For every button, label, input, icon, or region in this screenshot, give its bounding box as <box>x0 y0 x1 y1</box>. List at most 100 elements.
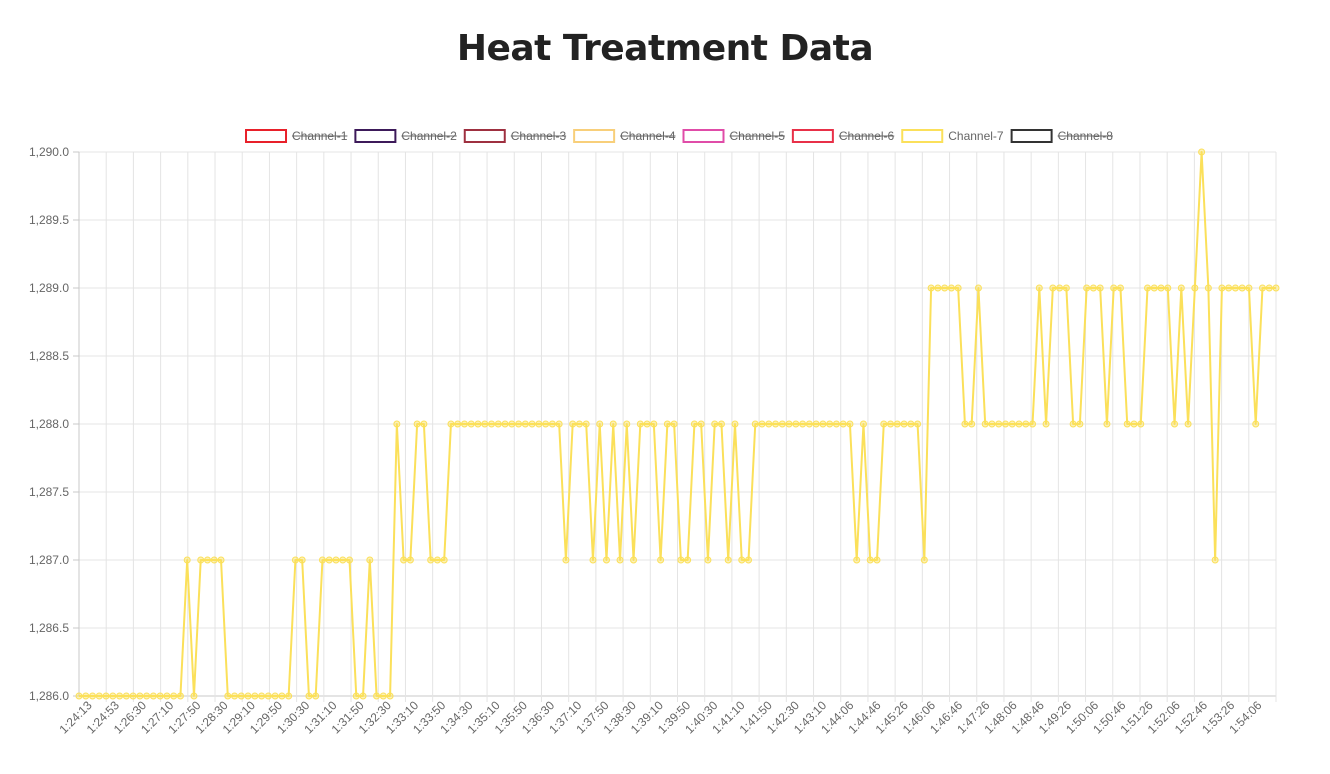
y-tick-label: 1,286.5 <box>29 621 69 635</box>
data-point <box>974 284 982 292</box>
legend-item[interactable]: Channel-8 <box>1010 129 1114 143</box>
chart-title: Heat Treatment Data <box>456 28 874 69</box>
data-point <box>291 556 299 564</box>
data-point <box>684 556 692 564</box>
data-point <box>122 692 130 700</box>
data-point <box>501 420 509 428</box>
legend-item[interactable]: Channel-1 <box>245 129 348 143</box>
legend-item[interactable]: Channel-4 <box>573 129 676 143</box>
data-point <box>116 692 124 700</box>
data-point <box>515 420 523 428</box>
data-point <box>400 556 408 564</box>
data-point <box>1022 420 1030 428</box>
data-point <box>630 556 638 564</box>
data-point <box>1258 284 1266 292</box>
legend-item[interactable]: Channel-2 <box>354 129 457 143</box>
data-point <box>1272 284 1280 292</box>
grid-lines <box>73 151 1277 702</box>
data-point <box>582 420 590 428</box>
data-point <box>386 692 394 700</box>
data-point <box>433 556 441 564</box>
data-point <box>75 692 83 700</box>
legend-item[interactable]: Channel-3 <box>463 129 567 143</box>
data-point <box>406 556 414 564</box>
data-point <box>1069 420 1077 428</box>
data-point <box>1231 284 1239 292</box>
data-point <box>129 692 137 700</box>
y-tick-label: 1,287.0 <box>29 553 69 567</box>
data-point <box>488 420 496 428</box>
data-point <box>1096 284 1104 292</box>
data-point <box>711 420 719 428</box>
data-point <box>569 420 577 428</box>
data-point <box>1042 420 1050 428</box>
data-point <box>1056 284 1064 292</box>
data-point <box>805 420 813 428</box>
data-point <box>704 556 712 564</box>
data-point <box>1116 284 1124 292</box>
data-point <box>575 420 583 428</box>
data-point <box>1029 420 1037 428</box>
legend-swatch <box>463 129 506 143</box>
data-point <box>318 556 326 564</box>
legend-swatch <box>245 129 288 143</box>
y-tick-label: 1,289.5 <box>29 213 69 227</box>
legend[interactable]: Channel-1 Channel-2 Channel-3 Channel-4 Chan… <box>245 129 1114 143</box>
legend-item[interactable]: Channel-6 <box>791 129 895 143</box>
data-point <box>555 420 563 428</box>
data-point <box>237 692 245 700</box>
data-point <box>474 420 482 428</box>
data-point <box>339 556 347 564</box>
data-point <box>359 692 367 700</box>
legend-swatch <box>682 129 725 143</box>
data-point <box>1008 420 1016 428</box>
x-axis: 1:24:131:24:531:26:301:27:101:27:501:28:… <box>57 698 1265 736</box>
data-point <box>1211 556 1219 564</box>
data-point <box>839 420 847 428</box>
data-point <box>1062 284 1070 292</box>
data-point <box>440 556 448 564</box>
data-point <box>859 420 867 428</box>
legend-swatch <box>1010 129 1053 143</box>
data-point <box>366 556 374 564</box>
data-point <box>988 420 996 428</box>
y-tick-label: 1,288.0 <box>29 417 69 431</box>
data-point <box>535 420 543 428</box>
legend-swatch <box>791 129 834 143</box>
data-point <box>616 556 624 564</box>
data-point <box>866 556 874 564</box>
data-point <box>589 556 597 564</box>
data-point <box>650 420 658 428</box>
data-point <box>89 692 97 700</box>
data-point <box>677 556 685 564</box>
legend-item[interactable]: Channel-7 <box>901 129 1004 143</box>
data-point <box>1177 284 1185 292</box>
data-point <box>1184 420 1192 428</box>
legend-item[interactable]: Channel-5 <box>682 129 786 143</box>
data-point <box>907 420 915 428</box>
data-point <box>149 692 157 700</box>
data-point <box>1157 284 1165 292</box>
data-point <box>332 556 340 564</box>
data-point <box>1238 284 1246 292</box>
data-point <box>819 420 827 428</box>
data-point <box>799 420 807 428</box>
y-tick-label: 1,288.5 <box>29 349 69 363</box>
data-point <box>643 420 651 428</box>
data-point <box>420 420 428 428</box>
data-point <box>1252 420 1260 428</box>
data-point <box>136 692 144 700</box>
data-point <box>325 556 333 564</box>
data-point <box>183 556 191 564</box>
data-point <box>947 284 955 292</box>
data-point <box>528 420 536 428</box>
data-point <box>772 420 780 428</box>
data-point <box>657 556 665 564</box>
data-point <box>602 556 610 564</box>
data-point <box>156 692 164 700</box>
data-point <box>197 556 205 564</box>
data-point <box>352 692 360 700</box>
y-tick-label: 1,290.0 <box>29 145 69 159</box>
data-point <box>298 556 306 564</box>
